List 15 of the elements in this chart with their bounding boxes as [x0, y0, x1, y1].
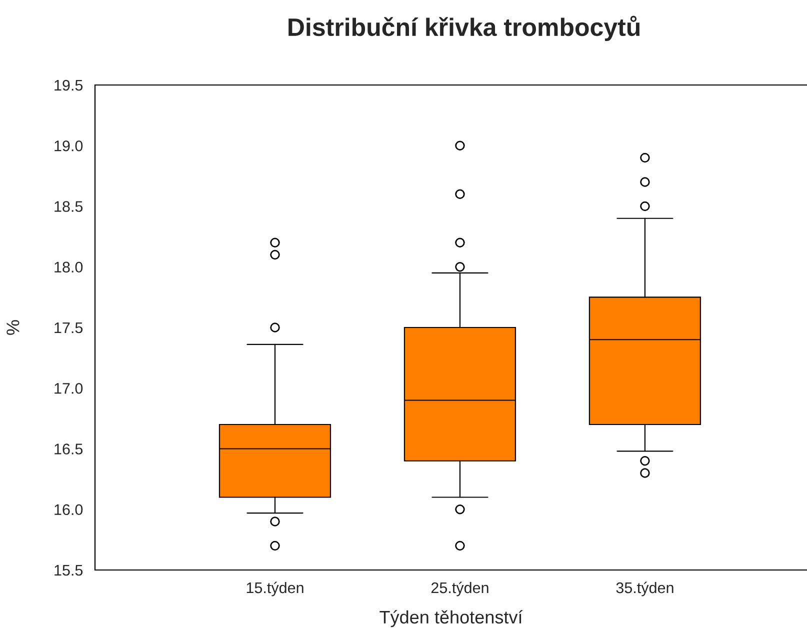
x-axis-title: Týden těhotenství	[380, 610, 523, 628]
x-tick-label: 35.týden	[616, 582, 674, 596]
y-tick-label: 18.5	[54, 201, 83, 212]
x-tick-label: 25.týden	[431, 582, 488, 596]
y-tick-label: 17.5	[54, 322, 83, 334]
y-tick-label: 18.0	[54, 262, 83, 273]
y-tick-label: 19.5	[54, 80, 83, 91]
y-tick-label: 16.0	[54, 504, 83, 516]
y-tick-label: 15.5	[54, 565, 83, 576]
y-tick-label: 19.0	[54, 140, 83, 152]
y-axis-title: %	[6, 320, 20, 335]
y-tick-label: 17.0	[54, 382, 83, 394]
chart-title: Distribuční křivka trombocytů	[288, 16, 640, 42]
x-tick-label: 15.týden	[246, 582, 304, 596]
y-tick-label: 16.5	[54, 444, 83, 454]
